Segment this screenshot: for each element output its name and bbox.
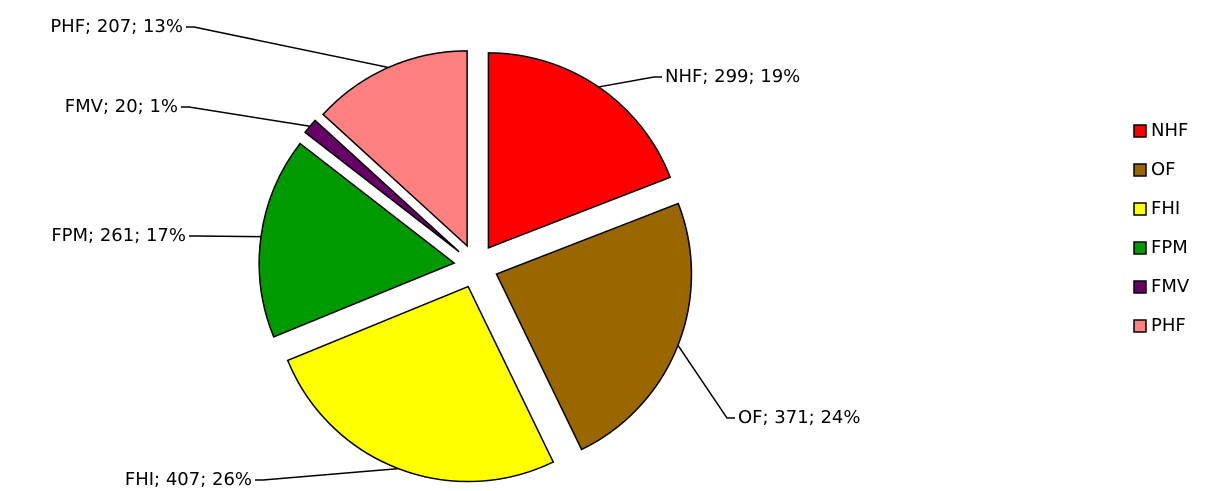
pie-slice [286, 285, 555, 483]
legend-label: FHI [1151, 198, 1180, 219]
data-label: NHF; 299; 19% [665, 66, 800, 87]
legend-swatch [1133, 163, 1147, 177]
pie-slice [303, 119, 460, 253]
data-label: FPM; 261; 17% [51, 225, 186, 246]
legend-label: PHF [1151, 315, 1186, 336]
legend-swatch [1133, 319, 1147, 333]
leader-line [598, 76, 662, 88]
legend-swatch [1133, 202, 1147, 216]
data-label: OF; 371; 24% [738, 407, 860, 428]
data-label: FMV; 20; 1% [65, 96, 178, 117]
leader-line [181, 106, 311, 128]
legend-swatch [1133, 280, 1147, 294]
legend-swatch [1133, 124, 1147, 138]
pie-slice [495, 202, 693, 451]
data-label: FHI; 407; 26% [125, 469, 252, 490]
pie-slice [487, 52, 672, 249]
legend-label: FPM [1151, 237, 1188, 258]
leader-line [255, 467, 399, 481]
legend-label: OF [1151, 159, 1176, 180]
legend-label: FMV [1151, 276, 1190, 297]
leader-line [189, 235, 261, 238]
leader-line [186, 26, 389, 69]
legend-swatch [1133, 241, 1147, 255]
data-label: PHF; 207; 13% [50, 16, 183, 37]
legend-label: NHF [1151, 120, 1188, 141]
leader-line [677, 344, 735, 419]
